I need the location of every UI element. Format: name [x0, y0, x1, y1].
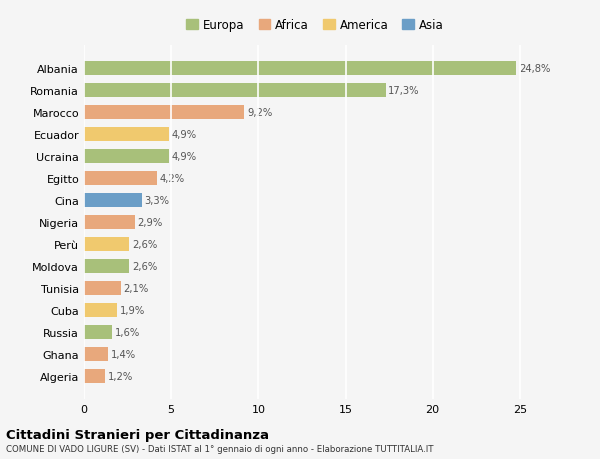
Bar	[84, 325, 112, 339]
Text: 1,4%: 1,4%	[111, 349, 136, 359]
Bar	[84, 281, 121, 296]
Bar	[84, 369, 105, 383]
Bar	[84, 347, 109, 361]
Bar	[84, 106, 244, 120]
Text: 17,3%: 17,3%	[388, 86, 420, 96]
Text: 4,9%: 4,9%	[172, 152, 197, 162]
Text: 4,2%: 4,2%	[160, 174, 185, 184]
Text: 4,9%: 4,9%	[172, 130, 197, 140]
Text: 2,9%: 2,9%	[137, 218, 163, 228]
Text: 2,6%: 2,6%	[132, 240, 157, 250]
Text: Cittadini Stranieri per Cittadinanza: Cittadini Stranieri per Cittadinanza	[6, 428, 269, 441]
Legend: Europa, Africa, America, Asia: Europa, Africa, America, Asia	[184, 17, 446, 34]
Text: 1,9%: 1,9%	[120, 305, 145, 315]
Bar	[84, 237, 130, 252]
Bar	[84, 84, 386, 98]
Text: 1,2%: 1,2%	[107, 371, 133, 381]
Bar	[84, 194, 142, 208]
Bar	[84, 215, 134, 230]
Bar	[84, 303, 117, 318]
Text: 24,8%: 24,8%	[519, 64, 550, 74]
Bar	[84, 150, 169, 164]
Text: 3,3%: 3,3%	[144, 196, 169, 206]
Bar	[84, 259, 130, 274]
Text: 9,2%: 9,2%	[247, 108, 272, 118]
Bar	[84, 172, 157, 186]
Text: 2,6%: 2,6%	[132, 262, 157, 271]
Bar	[84, 128, 169, 142]
Text: COMUNE DI VADO LIGURE (SV) - Dati ISTAT al 1° gennaio di ogni anno - Elaborazion: COMUNE DI VADO LIGURE (SV) - Dati ISTAT …	[6, 444, 433, 453]
Bar	[84, 62, 517, 76]
Text: 1,6%: 1,6%	[115, 327, 140, 337]
Text: 2,1%: 2,1%	[123, 283, 148, 293]
